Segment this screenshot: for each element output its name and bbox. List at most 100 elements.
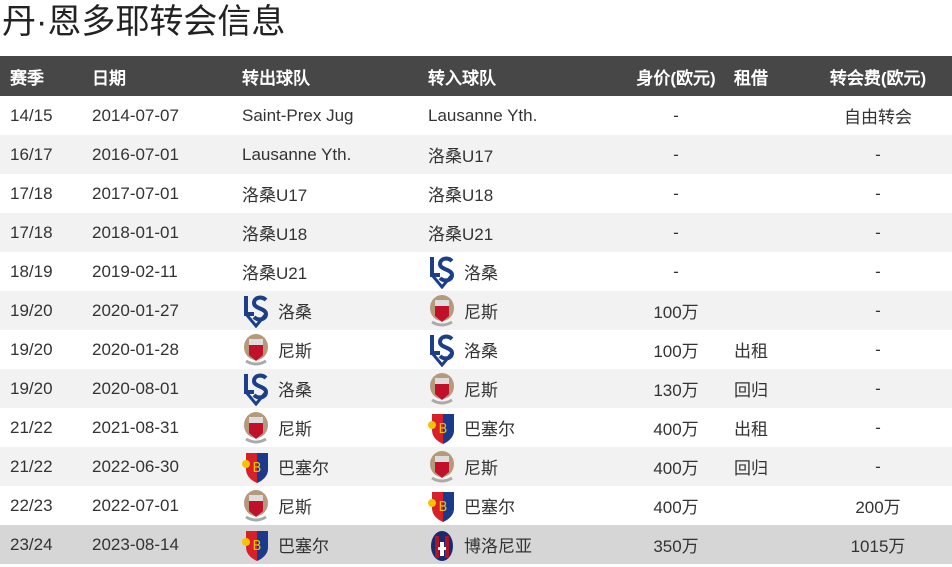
value-cell: 100万 [653, 342, 699, 361]
to-team-cell: 尼斯 [428, 447, 618, 486]
table-row: 18/19 2019-02-11 洛桑U21 洛桑 - - [0, 252, 952, 291]
from-team-cell: 洛桑U18 [242, 213, 428, 252]
date-cell: 2017-07-01 [92, 183, 179, 203]
from-team-cell: 洛桑U21 [242, 252, 428, 291]
from-team-name: 洛桑U18 [242, 225, 308, 244]
to-team-name: 博洛尼亚 [464, 537, 532, 556]
date-cell: 2019-02-11 [92, 261, 178, 281]
loan-cell [734, 486, 804, 525]
date-cell: 2016-07-01 [92, 135, 242, 174]
fee-cell: - [804, 291, 952, 330]
from-team-name: 尼斯 [278, 498, 312, 517]
basel-club-logo-icon: B [428, 489, 456, 523]
from-team-cell: B 巴塞尔 [242, 447, 428, 486]
from-team-cell: Saint-Prex Jug [242, 96, 428, 135]
fee-cell: 自由转会 [844, 108, 912, 127]
transfer-table: 赛季 日期 转出球队 转入球队 身价(欧元) 租借 转会费(欧元) 14/15 … [0, 56, 952, 564]
loan-cell [734, 96, 804, 135]
header-from: 转出球队 [242, 56, 428, 96]
season-cell: 14/15 [10, 105, 53, 125]
season-cell: 19/20 [0, 369, 92, 408]
date-cell: 2014-07-07 [92, 105, 179, 125]
from-team-name: 洛桑 [278, 303, 312, 322]
from-team-cell: 洛桑 [242, 291, 428, 330]
value-cell: 400万 [618, 447, 734, 486]
svg-text:B: B [439, 422, 448, 437]
fee-cell: - [804, 213, 952, 252]
lausanne-club-logo-icon [242, 372, 270, 406]
nice-club-logo-icon [242, 333, 270, 367]
table-row: 19/20 2020-08-01 洛桑 尼斯 130万 回归 - [0, 369, 952, 408]
date-cell: 2021-08-31 [92, 417, 179, 437]
loan-cell [734, 174, 804, 213]
nice-club-logo-icon [428, 450, 456, 484]
lausanne-club-logo-icon [428, 255, 456, 289]
header-season: 赛季 [0, 56, 92, 96]
table-row: 22/23 2022-07-01 尼斯 B 巴塞尔 400万 200万 [0, 486, 952, 525]
to-team-name: 尼斯 [464, 381, 498, 400]
from-team-name: 巴塞尔 [278, 459, 329, 478]
fee-cell: 200万 [855, 498, 901, 517]
to-team-cell: B 巴塞尔 [428, 408, 618, 447]
from-team-cell: 洛桑 [242, 369, 428, 408]
from-team-cell: 尼斯 [242, 330, 428, 369]
value-cell: - [618, 135, 734, 174]
loan-cell: 出租 [734, 420, 768, 439]
table-row: 21/22 2022-06-30 B 巴塞尔 尼斯 400万 回归 - [0, 447, 952, 486]
basel-club-logo-icon: B [428, 411, 456, 445]
to-team-name: 巴塞尔 [464, 498, 515, 517]
table-row: 14/15 2014-07-07 Saint-Prex Jug Lausanne… [0, 96, 952, 135]
value-cell: 350万 [618, 525, 734, 564]
date-cell: 2020-08-01 [92, 369, 242, 408]
from-team-name: 洛桑 [278, 381, 312, 400]
to-team-cell: 尼斯 [428, 369, 618, 408]
loan-cell [734, 291, 804, 330]
to-team-cell: 洛桑U18 [428, 174, 618, 213]
from-team-name: Lausanne Yth. [242, 144, 352, 164]
season-cell: 17/18 [0, 213, 92, 252]
to-team-name: 洛桑U17 [428, 147, 494, 166]
header-fee: 转会费(欧元) [804, 56, 952, 96]
table-row: 17/18 2018-01-01 洛桑U18 洛桑U21 - - [0, 213, 952, 252]
svg-text:B: B [439, 500, 448, 515]
from-team-cell: Lausanne Yth. [242, 135, 428, 174]
to-team-cell: Lausanne Yth. [428, 96, 618, 135]
basel-club-logo-icon: B [242, 528, 270, 562]
header-loan: 租借 [734, 56, 804, 96]
fee-cell: - [875, 183, 881, 203]
table-row: 19/20 2020-01-28 尼斯 洛桑 100万 出租 - [0, 330, 952, 369]
to-team-cell: 洛桑 [428, 252, 618, 291]
loan-cell: 回归 [734, 369, 804, 408]
to-team-name: 尼斯 [464, 459, 498, 478]
table-row: 23/24 2023-08-14 B 巴塞尔 博洛尼亚 350万 1015万 [0, 525, 952, 564]
lausanne-club-logo-icon [242, 294, 270, 328]
fee-cell: - [804, 135, 952, 174]
header-date: 日期 [92, 56, 242, 96]
value-cell: - [618, 213, 734, 252]
basel-club-logo-icon: B [242, 450, 270, 484]
season-cell: 19/20 [10, 339, 53, 359]
date-cell: 2022-07-01 [92, 495, 179, 515]
to-team-cell: 洛桑U21 [428, 213, 618, 252]
season-cell: 23/24 [0, 525, 92, 564]
date-cell: 2020-01-28 [92, 339, 179, 359]
fee-cell: - [804, 369, 952, 408]
bologna-club-logo-icon [428, 528, 456, 562]
fee-cell: 1015万 [804, 525, 952, 564]
table-row: 19/20 2020-01-27 洛桑 尼斯 100万 - [0, 291, 952, 330]
table-row: 16/17 2016-07-01 Lausanne Yth. 洛桑U17 - - [0, 135, 952, 174]
value-cell: - [673, 183, 679, 203]
to-team-name: 洛桑 [464, 264, 498, 283]
to-team-cell: 尼斯 [428, 291, 618, 330]
lausanne-club-logo-icon [428, 333, 456, 367]
value-cell: 400万 [653, 420, 699, 439]
to-team-name: 洛桑 [464, 342, 498, 361]
nice-club-logo-icon [242, 489, 270, 523]
value-cell: - [673, 261, 679, 281]
loan-cell [734, 135, 804, 174]
season-cell: 18/19 [10, 261, 53, 281]
fee-cell: - [875, 339, 881, 359]
value-cell: 400万 [653, 498, 699, 517]
date-cell: 2023-08-14 [92, 525, 242, 564]
table-header: 赛季 日期 转出球队 转入球队 身价(欧元) 租借 转会费(欧元) [0, 56, 952, 96]
